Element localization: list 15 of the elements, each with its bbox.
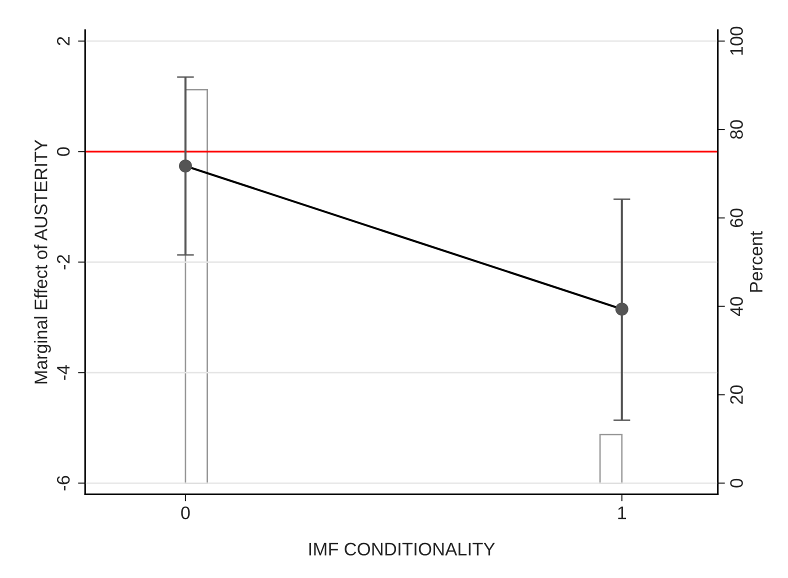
y2-tick-label: 80 xyxy=(730,120,743,139)
y2-tick-label: 40 xyxy=(730,296,743,316)
x-tick-label: 1 xyxy=(618,506,626,520)
y-axis-title: Marginal Effect of AUSTERITY xyxy=(34,140,51,384)
y-tick-label: -2 xyxy=(56,255,70,270)
x-axis-title: IMF CONDITIONALITY xyxy=(309,542,495,556)
y-tick-label: -4 xyxy=(57,365,70,380)
y2-tick-label: 20 xyxy=(730,385,743,404)
y2-tick-label: 100 xyxy=(730,26,743,55)
y2-tick-label: 0 xyxy=(730,478,743,488)
y2-axis-title: Percent xyxy=(750,231,763,292)
y-tick-label: 0 xyxy=(56,147,70,156)
y-tick-label: -6 xyxy=(56,476,70,490)
y2-tick-label: 60 xyxy=(730,208,743,228)
y-tick-label: 2 xyxy=(56,36,70,46)
